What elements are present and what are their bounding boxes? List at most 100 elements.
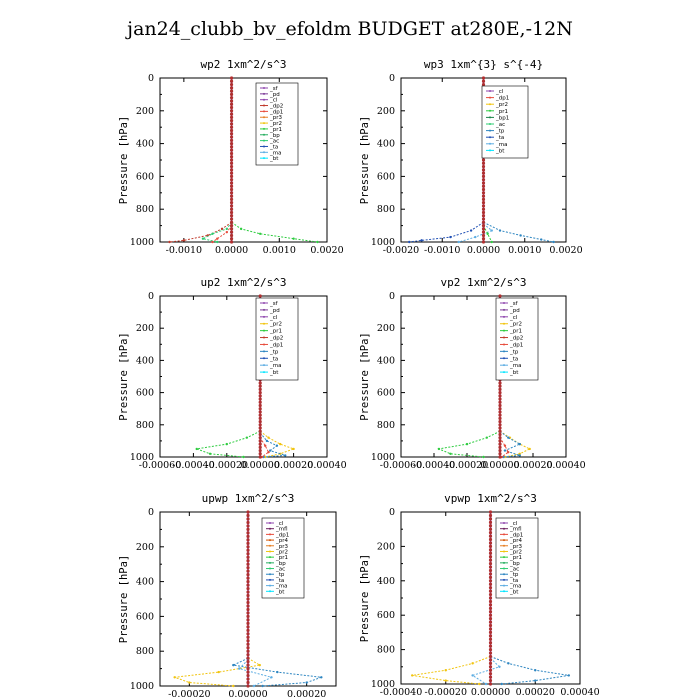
level-marker (488, 565, 493, 569)
data-point (478, 682, 481, 686)
legend-entry: _tp (275, 572, 285, 578)
data-point (507, 662, 510, 665)
series-ma (471, 657, 501, 685)
data-point (168, 240, 171, 244)
level-marker (258, 419, 262, 424)
level-marker (488, 575, 493, 579)
level-marker (498, 429, 502, 433)
y-tick-label: 0 (389, 291, 395, 302)
data-point (503, 449, 507, 452)
level-marker (229, 204, 234, 208)
data-point (267, 450, 270, 454)
level-marker (229, 151, 234, 156)
legend-entry: _pr2 (495, 102, 508, 108)
legend-marker (263, 371, 265, 374)
level-marker (258, 442, 262, 446)
x-tick-label: 0.00000 (471, 687, 510, 698)
legend-entry: _ma (509, 584, 521, 590)
level-marker (229, 142, 234, 146)
legend-marker (263, 122, 265, 125)
level-marker (481, 184, 486, 188)
legend-entry: _pr1 (495, 109, 508, 115)
panel-title: vp2 1xm^2/s^3 (440, 276, 526, 289)
legend-marker (269, 527, 271, 530)
legend-marker (503, 590, 505, 593)
x-tick-label: 0.00000 (241, 460, 280, 471)
level-marker (488, 558, 493, 562)
legend-marker (269, 544, 271, 547)
legend-entry: _mfl (509, 527, 522, 533)
y-tick-label: 200 (377, 106, 395, 117)
data-point (552, 240, 555, 244)
legend-marker (503, 578, 505, 581)
level-marker (246, 656, 250, 660)
data-point (232, 663, 235, 667)
x-tick-label: 0.00040 (546, 460, 585, 471)
legend-entry: _pr4 (275, 538, 289, 544)
level-marker (246, 635, 250, 639)
data-point (518, 442, 521, 446)
legend-entry: _ta (495, 135, 504, 141)
legend-marker (489, 129, 491, 132)
x-tick-label: -0.00060 (139, 460, 182, 471)
legend-entry: _ac (495, 122, 505, 128)
level-marker (488, 596, 493, 600)
data-point (182, 239, 186, 242)
panel-2: up2 1xm^2/s^3 Pressure [hPa] 0 200 400 600 800… (118, 276, 347, 471)
level-marker (246, 513, 250, 518)
level-marker (481, 210, 486, 215)
level-marker (488, 599, 493, 604)
level-marker (498, 381, 502, 385)
level-marker (488, 531, 493, 535)
data-point (265, 439, 269, 443)
data-point (261, 684, 264, 688)
legend-marker (503, 343, 505, 346)
y-tick-label: 800 (377, 204, 395, 215)
data-point (211, 232, 214, 235)
level-marker (229, 230, 234, 234)
level-marker (481, 197, 486, 201)
data-point (225, 230, 228, 234)
x-tick-label: 0.00020 (516, 687, 555, 698)
level-marker (488, 651, 493, 655)
legend-entry: _dp1 (269, 342, 283, 348)
y-axis-label: Pressure [hPa] (118, 555, 130, 644)
legend-marker (269, 567, 271, 570)
y-tick-label: 800 (377, 645, 395, 656)
legend-entry: _pr4 (509, 538, 523, 544)
data-point (457, 240, 460, 244)
level-marker (229, 207, 234, 211)
level-marker (498, 419, 502, 424)
data-point (220, 227, 224, 231)
level-marker (481, 168, 486, 172)
level-marker (229, 148, 234, 152)
data-point (490, 240, 493, 244)
level-marker (488, 661, 493, 665)
x-tick-label: 0.00000 (228, 689, 267, 700)
level-marker (229, 168, 234, 172)
data-point (498, 665, 501, 668)
level-marker (488, 513, 493, 518)
data-point (471, 662, 474, 665)
level-marker (229, 201, 234, 205)
level-marker (246, 597, 250, 601)
series-dp1 (212, 225, 233, 243)
x-tick-label: -0.00040 (172, 460, 215, 471)
level-marker (498, 452, 502, 456)
legend-marker (503, 567, 505, 570)
legend-entry: _dp1 (275, 532, 289, 538)
x-tick-label: -0.0010 (166, 245, 202, 256)
level-marker (488, 627, 493, 631)
level-marker (229, 125, 234, 129)
level-marker (246, 524, 250, 528)
level-marker (481, 230, 486, 234)
level-marker (498, 442, 502, 446)
y-tick-label: 600 (136, 388, 154, 399)
level-marker (229, 92, 234, 96)
data-point (449, 235, 452, 239)
legend-entry: _pr3 (269, 115, 283, 121)
y-tick-label: 1000 (130, 237, 154, 248)
legend-entry: _bt (269, 370, 279, 376)
legend-entry: _bp (275, 561, 286, 567)
